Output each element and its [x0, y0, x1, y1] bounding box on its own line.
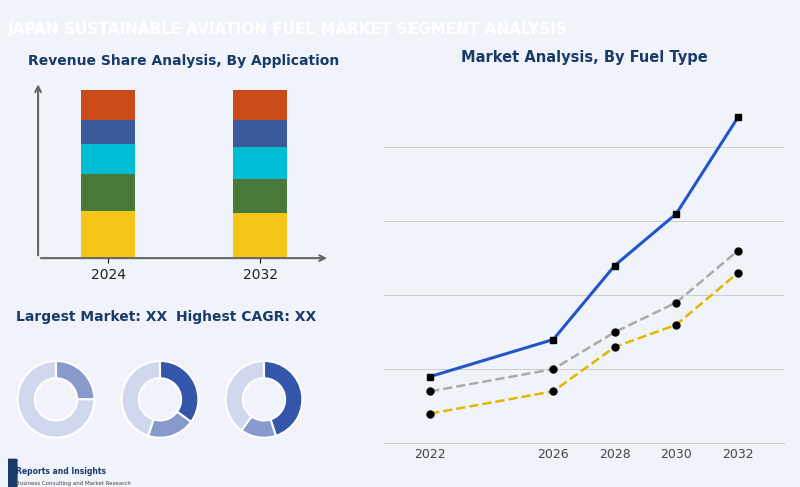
Wedge shape — [148, 412, 191, 438]
Text: JAPAN SUSTAINABLE AVIATION FUEL MARKET SEGMENT ANALYSIS: JAPAN SUSTAINABLE AVIATION FUEL MARKET S… — [8, 22, 568, 37]
Wedge shape — [160, 361, 198, 422]
Bar — [233, 120, 287, 147]
Text: Largest Market: XX: Largest Market: XX — [16, 310, 167, 323]
Bar — [233, 147, 287, 179]
Bar — [233, 179, 287, 213]
Bar — [81, 144, 135, 174]
Text: Highest CAGR: XX: Highest CAGR: XX — [176, 310, 316, 323]
Bar — [81, 90, 135, 120]
Wedge shape — [242, 416, 276, 438]
FancyBboxPatch shape — [5, 459, 18, 487]
Bar — [81, 211, 135, 258]
Wedge shape — [18, 361, 94, 438]
Bar — [233, 90, 287, 120]
Text: Business Consulting and Market Research: Business Consulting and Market Research — [16, 481, 131, 486]
Title: Revenue Share Analysis, By Application: Revenue Share Analysis, By Application — [28, 54, 340, 68]
Title: Market Analysis, By Fuel Type: Market Analysis, By Fuel Type — [461, 50, 707, 65]
Bar — [81, 174, 135, 211]
Wedge shape — [56, 361, 94, 399]
Wedge shape — [264, 361, 302, 436]
Text: Reports and Insights: Reports and Insights — [16, 467, 106, 475]
Wedge shape — [122, 361, 160, 436]
Wedge shape — [226, 361, 264, 431]
Bar — [233, 213, 287, 258]
Bar — [81, 120, 135, 144]
